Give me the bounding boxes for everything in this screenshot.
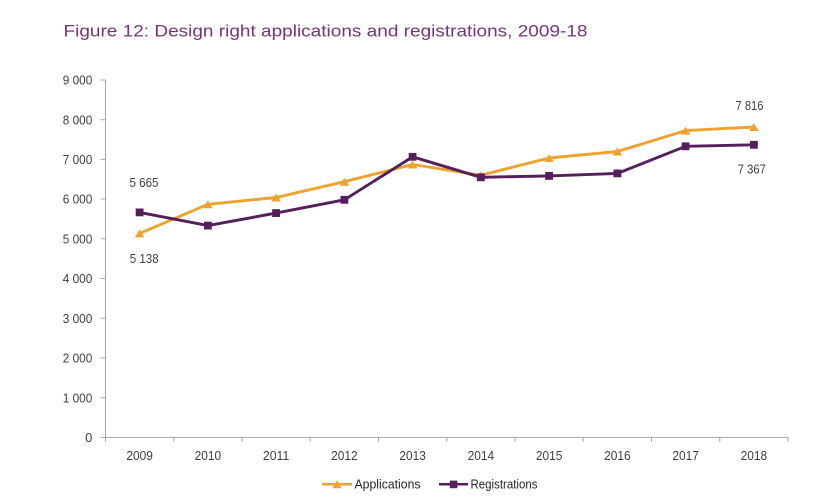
svg-text:2016: 2016 bbox=[604, 448, 631, 463]
svg-text:2 000: 2 000 bbox=[63, 351, 93, 366]
svg-text:3 000: 3 000 bbox=[63, 311, 93, 326]
svg-text:5 665: 5 665 bbox=[130, 175, 159, 190]
svg-text:4 000: 4 000 bbox=[63, 271, 93, 286]
svg-text:8 000: 8 000 bbox=[63, 112, 93, 127]
svg-text:7 367: 7 367 bbox=[738, 162, 766, 177]
svg-text:Registrations: Registrations bbox=[471, 477, 538, 491]
svg-text:0: 0 bbox=[85, 430, 92, 445]
svg-text:2018: 2018 bbox=[741, 448, 768, 463]
svg-text:6 000: 6 000 bbox=[63, 192, 93, 207]
svg-text:2017: 2017 bbox=[672, 448, 699, 463]
svg-text:2011: 2011 bbox=[263, 448, 290, 463]
svg-text:2010: 2010 bbox=[195, 448, 222, 463]
svg-text:Figure 12: Design right applic: Figure 12: Design right applications and… bbox=[64, 21, 588, 40]
svg-text:Applications: Applications bbox=[355, 477, 421, 491]
svg-text:7 000: 7 000 bbox=[63, 152, 93, 167]
svg-text:9 000: 9 000 bbox=[63, 73, 93, 88]
svg-text:2009: 2009 bbox=[126, 448, 153, 463]
svg-text:1 000: 1 000 bbox=[63, 390, 93, 405]
svg-text:5 138: 5 138 bbox=[130, 251, 159, 266]
svg-text:2014: 2014 bbox=[468, 448, 495, 463]
svg-text:2015: 2015 bbox=[536, 448, 563, 463]
svg-text:7 816: 7 816 bbox=[736, 98, 764, 113]
svg-text:2012: 2012 bbox=[331, 448, 358, 463]
svg-text:5 000: 5 000 bbox=[63, 231, 93, 246]
svg-text:2013: 2013 bbox=[399, 448, 426, 463]
